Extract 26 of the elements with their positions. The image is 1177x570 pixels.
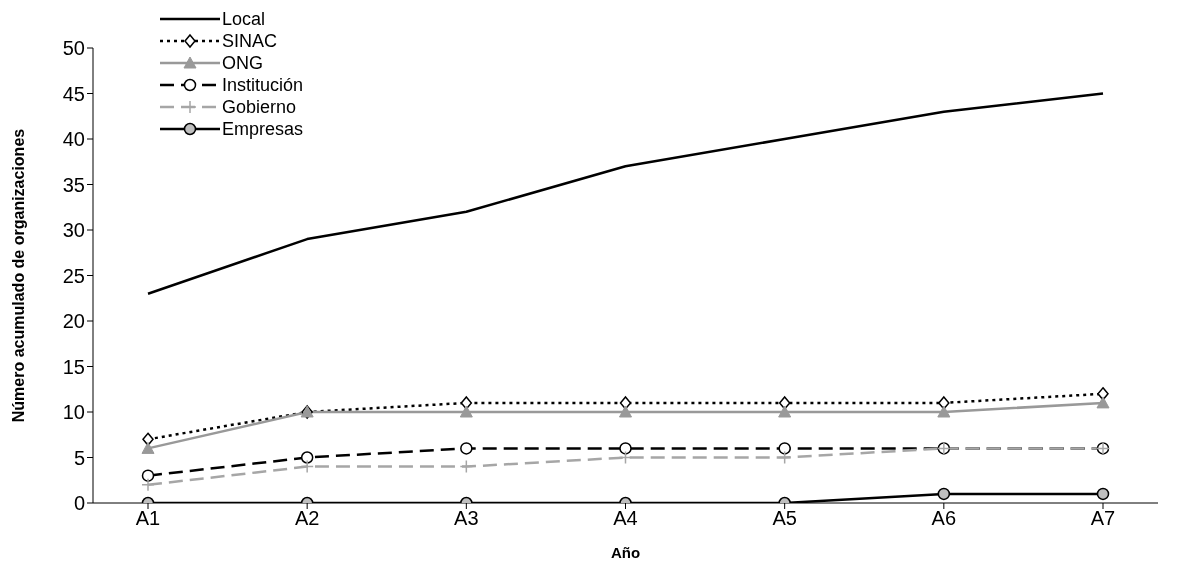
x-tick-label: A4: [613, 507, 638, 530]
y-tick-label: 45: [62, 82, 85, 105]
y-tick-label: 40: [62, 128, 85, 151]
x-tick-label: A5: [772, 507, 797, 530]
y-tick-label: 50: [62, 37, 85, 60]
x-tick-label: A6: [931, 507, 957, 530]
x-tick-label: A2: [294, 507, 320, 530]
y-tick-label: 15: [62, 355, 85, 378]
y-tick-label: 25: [62, 264, 85, 287]
y-tick-label: 35: [62, 173, 85, 196]
y-tick-label: 10: [62, 401, 85, 424]
legend-label: SINAC: [222, 30, 278, 52]
y-tick-label: 20: [62, 310, 85, 333]
y-tick-label: 5: [73, 446, 85, 469]
legend-label: Empresas: [222, 118, 304, 140]
legend-label: Gobierno: [222, 96, 297, 118]
x-tick-label: A3: [454, 507, 479, 530]
y-tick-label: 0: [73, 492, 85, 515]
y-tick-label: 30: [62, 219, 85, 242]
legend-label: ONG: [222, 52, 264, 74]
x-tick-label: A1: [135, 507, 161, 530]
legend-label: Institución: [222, 74, 304, 96]
legend-label: Local: [222, 8, 266, 30]
y-axis-title: Número acumulado de organizaciones: [9, 128, 27, 423]
x-tick-label: A7: [1090, 507, 1116, 530]
x-axis-title: Año: [610, 544, 641, 561]
